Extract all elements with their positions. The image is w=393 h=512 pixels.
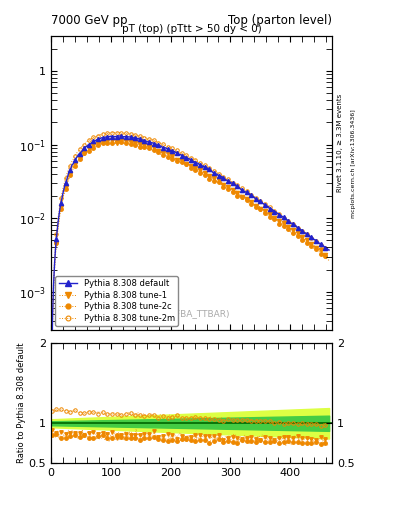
Text: (MC_FBA_TTBAR): (MC_FBA_TTBAR) <box>153 309 230 318</box>
Legend: Pythia 8.308 default, Pythia 8.308 tune-1, Pythia 8.308 tune-2c, Pythia 8.308 tu: Pythia 8.308 default, Pythia 8.308 tune-… <box>55 276 178 326</box>
Y-axis label: Ratio to Pythia 8.308 default: Ratio to Pythia 8.308 default <box>17 343 26 463</box>
Text: 7000 GeV pp: 7000 GeV pp <box>51 14 128 28</box>
Text: Top (parton level): Top (parton level) <box>228 14 332 28</box>
Text: mcplots.cern.ch [arXiv:1306.3436]: mcplots.cern.ch [arXiv:1306.3436] <box>351 110 356 218</box>
Text: Rivet 3.1.10, ≥ 3.3M events: Rivet 3.1.10, ≥ 3.3M events <box>337 94 343 193</box>
Title: pT (top) (pTtt > 50 dy < 0): pT (top) (pTtt > 50 dy < 0) <box>122 24 261 34</box>
